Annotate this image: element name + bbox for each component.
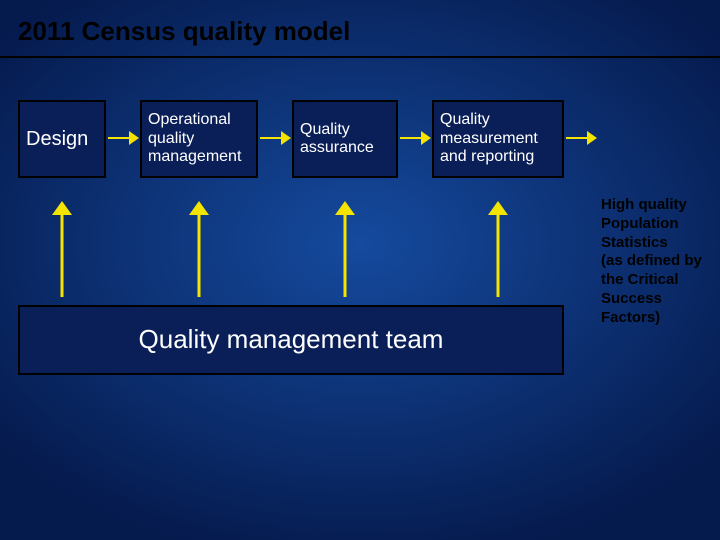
flow-box-label: Qualityassurance [300,121,374,158]
flow-box-design: Design [18,100,106,178]
arrow-right-icon [108,131,138,145]
flow-box-label: Design [26,128,88,151]
flow-box-quality-measurement-reporting: Qualitymeasurementand reporting [432,100,564,178]
arrow-up-icon [189,202,209,297]
arrow-up-icon [335,202,355,297]
team-box: Quality management team [18,305,564,375]
slide-stage: { "canvas": { "width": 720, "height": 54… [0,0,720,540]
team-box-label: Quality management team [20,325,562,355]
flow-box-label: Qualitymeasurementand reporting [440,111,538,166]
title-underline [0,56,720,58]
flow-box-quality-assurance: Qualityassurance [292,100,398,178]
arrow-right-icon [260,131,290,145]
flow-box-label: Operationalqualitymanagement [148,111,241,166]
arrow-up-icon [52,202,72,297]
arrow-right-icon [566,131,596,145]
slide-title: 2011 Census quality model [18,16,350,47]
arrow-right-icon [400,131,430,145]
arrow-up-icon [488,202,508,297]
flow-box-operational-quality-management: Operationalqualitymanagement [140,100,258,178]
output-text: High qualityPopulationStatistics(as defi… [601,196,720,327]
